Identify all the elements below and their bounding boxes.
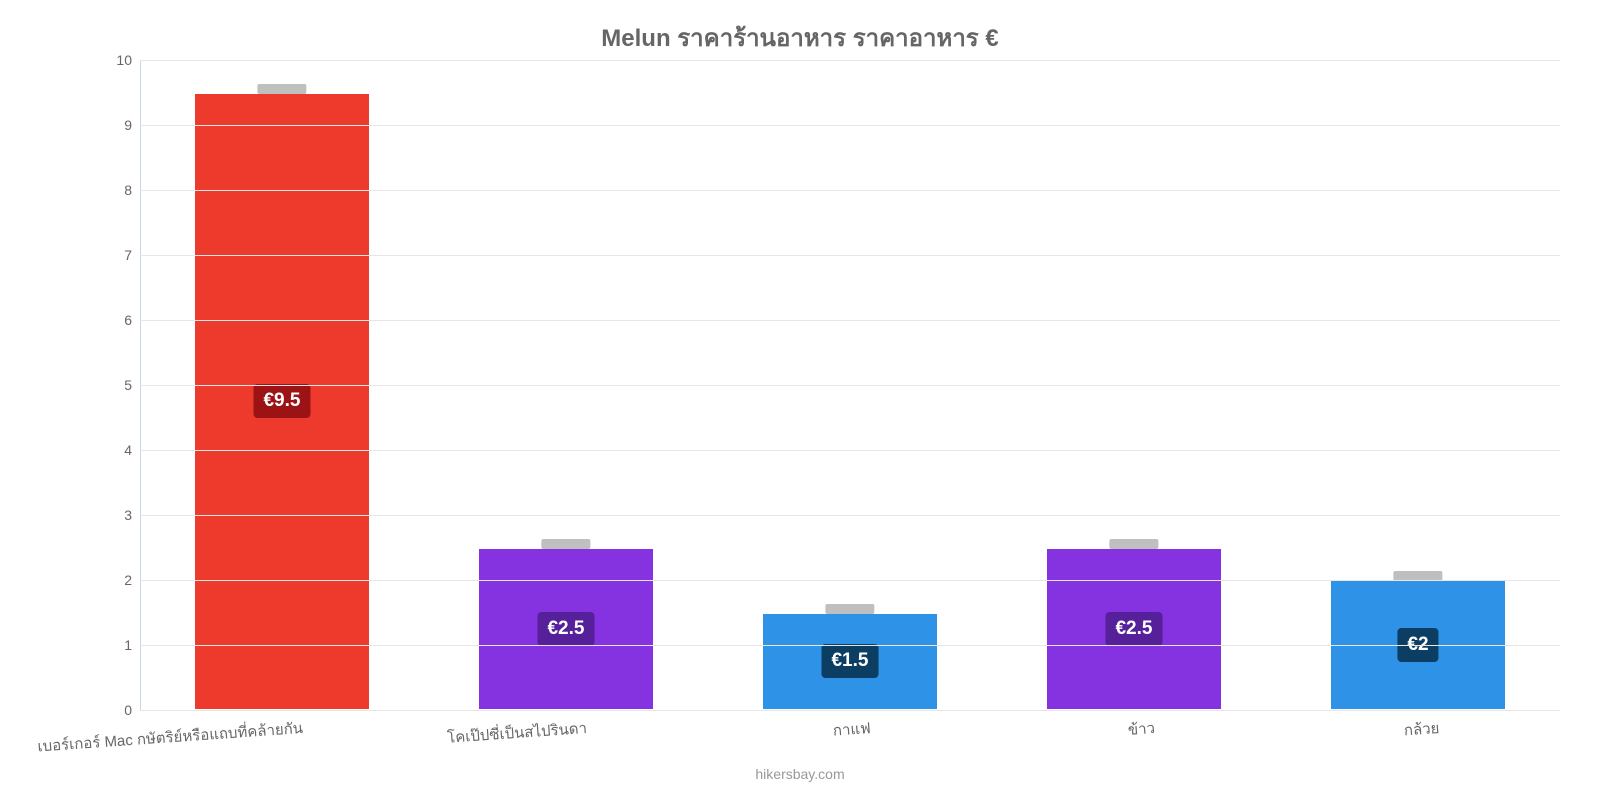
y-tick-label: 4 <box>124 442 132 458</box>
chart-container: Melun ราคาร้านอาหาร ราคาอาหาร € 0 1 2 3 4 5 6 7… <box>0 0 1600 800</box>
plot-area: 012345678910 €9.5€2.5€1.5€2.5€2 เบอร์เกอ… <box>100 60 1560 710</box>
y-axis: 012345678910 <box>100 60 140 710</box>
gridline <box>140 385 1560 386</box>
bar-value-label: €2.5 <box>537 612 594 646</box>
y-tick-label: 7 <box>124 247 132 263</box>
y-tick-label: 2 <box>124 572 132 588</box>
y-tick-label: 0 <box>124 702 132 718</box>
x-tick-label: เบอร์เกอร์ Mac กษัตริย์หรือแถบที่คล้ายกั… <box>37 716 304 759</box>
bar: €1.5 <box>762 613 938 711</box>
gridline <box>140 645 1560 646</box>
gridline <box>140 710 1560 711</box>
y-tick-label: 10 <box>116 52 132 68</box>
bar-cap <box>541 539 590 549</box>
gridline <box>140 60 1560 61</box>
bar: €9.5 <box>194 93 370 711</box>
attribution-text: hikersbay.com <box>0 766 1600 782</box>
y-tick-label: 5 <box>124 377 132 393</box>
gridline <box>140 580 1560 581</box>
gridline <box>140 125 1560 126</box>
bar-cap <box>825 604 874 614</box>
bar: €2.5 <box>1046 548 1222 711</box>
gridline <box>140 515 1560 516</box>
y-tick-label: 9 <box>124 117 132 133</box>
chart-title: Melun ราคาร้านอาหาร ราคาอาหาร € <box>0 0 1600 57</box>
gridline <box>140 190 1560 191</box>
bar-cap <box>1109 539 1158 549</box>
y-tick-label: 3 <box>124 507 132 523</box>
x-tick-label: กาแฟ <box>832 716 871 743</box>
x-tick-label: กล้วย <box>1403 716 1440 742</box>
bar-value-label: €1.5 <box>821 644 878 678</box>
y-tick-label: 8 <box>124 182 132 198</box>
y-tick-label: 6 <box>124 312 132 328</box>
gridline <box>140 320 1560 321</box>
gridline <box>140 450 1560 451</box>
bar-cap <box>257 84 306 94</box>
gridline <box>140 255 1560 256</box>
x-tick-label: โคเป๊ปซี่เป็นสไปรินดา <box>446 716 587 750</box>
bar: €2.5 <box>478 548 654 711</box>
bar-value-label: €2.5 <box>1105 612 1162 646</box>
bar-value-label: €9.5 <box>253 384 310 418</box>
x-tick-label: ข้าว <box>1127 716 1156 742</box>
y-tick-label: 1 <box>124 637 132 653</box>
